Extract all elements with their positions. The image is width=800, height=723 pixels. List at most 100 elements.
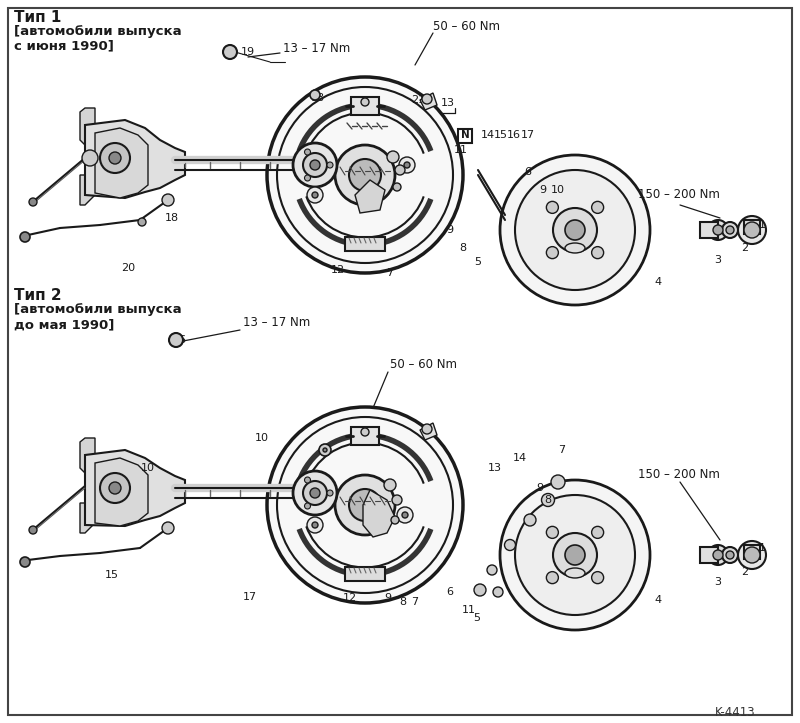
Text: [автомобили выпуска: [автомобили выпуска (14, 25, 182, 38)
Circle shape (349, 159, 381, 191)
Text: 9: 9 (385, 593, 391, 603)
Polygon shape (363, 490, 395, 537)
Bar (744, 545, 760, 559)
Circle shape (592, 247, 604, 259)
Circle shape (384, 479, 396, 491)
Circle shape (726, 226, 734, 234)
Circle shape (305, 149, 310, 155)
Text: Тип 2: Тип 2 (14, 288, 62, 302)
Circle shape (546, 526, 558, 539)
Polygon shape (95, 128, 148, 198)
Circle shape (319, 444, 331, 456)
Bar (351, 427, 379, 445)
Text: 15: 15 (494, 130, 508, 140)
Circle shape (387, 151, 399, 163)
Text: 7: 7 (411, 597, 418, 607)
Circle shape (565, 220, 585, 240)
Circle shape (565, 545, 585, 565)
Circle shape (395, 165, 405, 175)
Circle shape (312, 192, 318, 198)
Circle shape (267, 407, 463, 603)
Text: 19: 19 (241, 47, 255, 57)
Circle shape (361, 428, 369, 436)
Circle shape (546, 202, 558, 213)
Text: 4: 4 (654, 595, 662, 605)
Text: K-4413: K-4413 (714, 706, 755, 719)
Circle shape (162, 522, 174, 534)
Circle shape (722, 547, 738, 563)
Circle shape (551, 475, 565, 489)
Text: 12: 12 (331, 265, 345, 275)
Circle shape (592, 572, 604, 583)
Circle shape (303, 481, 327, 505)
Text: с июня 1990]: с июня 1990] (14, 40, 114, 53)
Text: 1: 1 (758, 220, 766, 230)
Bar (345, 567, 385, 581)
Text: 13 – 17 Nm: 13 – 17 Nm (283, 41, 350, 54)
Text: 11: 11 (462, 605, 476, 615)
Circle shape (397, 507, 413, 523)
Bar (458, 129, 472, 143)
Polygon shape (80, 438, 95, 473)
Text: 50 – 60 Nm: 50 – 60 Nm (390, 359, 457, 372)
Polygon shape (80, 175, 95, 205)
Text: 13 – 17 Nm: 13 – 17 Nm (243, 317, 310, 330)
Circle shape (303, 153, 327, 177)
Circle shape (293, 143, 337, 187)
Bar (351, 97, 379, 115)
Text: 11: 11 (454, 145, 468, 155)
Circle shape (500, 480, 650, 630)
Circle shape (29, 198, 37, 206)
Text: 5: 5 (474, 257, 482, 267)
Circle shape (82, 150, 98, 166)
Text: 16: 16 (173, 335, 187, 345)
Circle shape (592, 526, 604, 539)
Circle shape (162, 194, 174, 206)
Circle shape (726, 551, 734, 559)
Circle shape (293, 471, 337, 515)
Circle shape (553, 208, 597, 252)
Circle shape (323, 448, 327, 452)
Text: 50 – 60 Nm: 50 – 60 Nm (433, 20, 500, 33)
Circle shape (361, 98, 369, 106)
Polygon shape (355, 180, 385, 213)
Circle shape (402, 512, 408, 518)
Circle shape (310, 90, 320, 100)
Text: 21: 21 (411, 95, 425, 105)
Polygon shape (80, 108, 95, 145)
Bar (700, 222, 718, 238)
Polygon shape (95, 458, 148, 526)
Circle shape (307, 517, 323, 533)
Circle shape (109, 482, 121, 494)
Text: 14: 14 (481, 130, 495, 140)
Text: 9: 9 (539, 185, 546, 195)
Circle shape (305, 477, 310, 483)
Text: 10: 10 (551, 185, 565, 195)
Circle shape (542, 494, 554, 507)
Text: 3: 3 (714, 577, 722, 587)
Text: 10: 10 (141, 463, 155, 473)
Text: 6: 6 (446, 587, 454, 597)
Text: 1: 1 (758, 543, 766, 553)
Text: 13: 13 (488, 463, 502, 473)
Circle shape (713, 225, 723, 235)
Circle shape (493, 587, 503, 597)
Text: 5: 5 (474, 613, 481, 623)
Circle shape (327, 162, 333, 168)
Bar (345, 237, 385, 251)
Text: 15: 15 (105, 570, 119, 580)
Text: 14: 14 (513, 453, 527, 463)
Circle shape (267, 77, 463, 273)
Circle shape (307, 187, 323, 203)
Text: 4: 4 (654, 277, 662, 287)
Circle shape (546, 247, 558, 259)
Text: 17: 17 (243, 592, 257, 602)
Circle shape (312, 522, 318, 528)
Text: 9: 9 (446, 225, 454, 235)
Text: Тип 1: Тип 1 (14, 11, 62, 25)
Circle shape (20, 557, 30, 567)
Text: 13: 13 (441, 98, 455, 108)
Text: 8: 8 (459, 243, 466, 253)
Text: 10: 10 (255, 433, 269, 443)
Circle shape (546, 572, 558, 583)
